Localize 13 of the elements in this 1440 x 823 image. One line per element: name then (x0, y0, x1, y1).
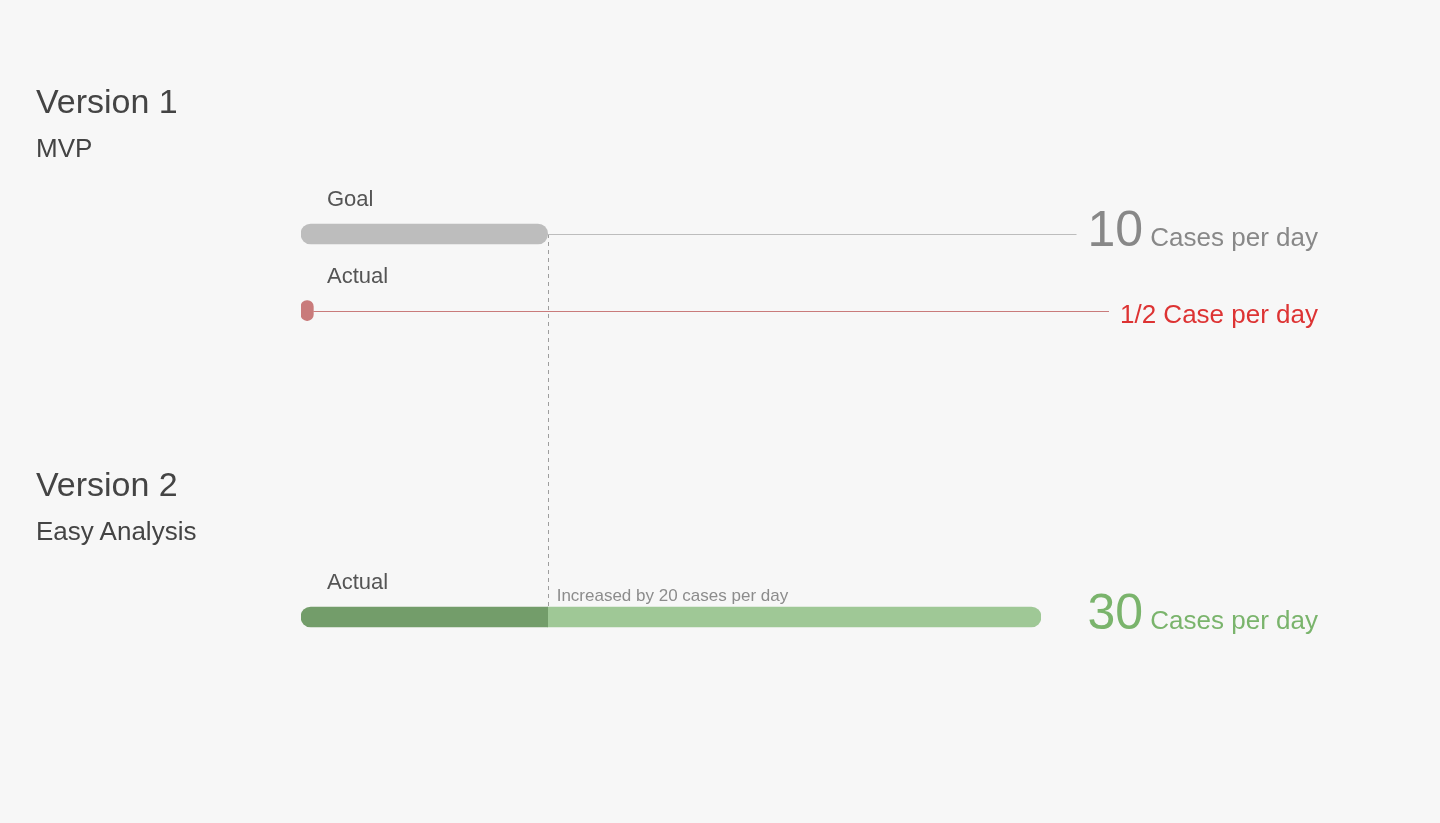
text: Cases per day (1150, 222, 1318, 252)
y-tick-label: Actual (327, 569, 389, 595)
data-label: 10 (1087, 201, 1144, 257)
total-label: 30 (1087, 584, 1144, 640)
text: Easy Analysis (36, 516, 197, 547)
text: Cases per day (1150, 605, 1318, 635)
data-label: Increased by 20 cases per day (556, 585, 789, 605)
text: Version 2 (36, 465, 178, 504)
data-label: 1/2 Case per day (1119, 298, 1318, 329)
text: Version 1 (36, 82, 178, 121)
text: MVP (36, 133, 93, 164)
y-tick-label: Actual (327, 262, 389, 288)
y-tick-label: Goal (327, 186, 374, 212)
